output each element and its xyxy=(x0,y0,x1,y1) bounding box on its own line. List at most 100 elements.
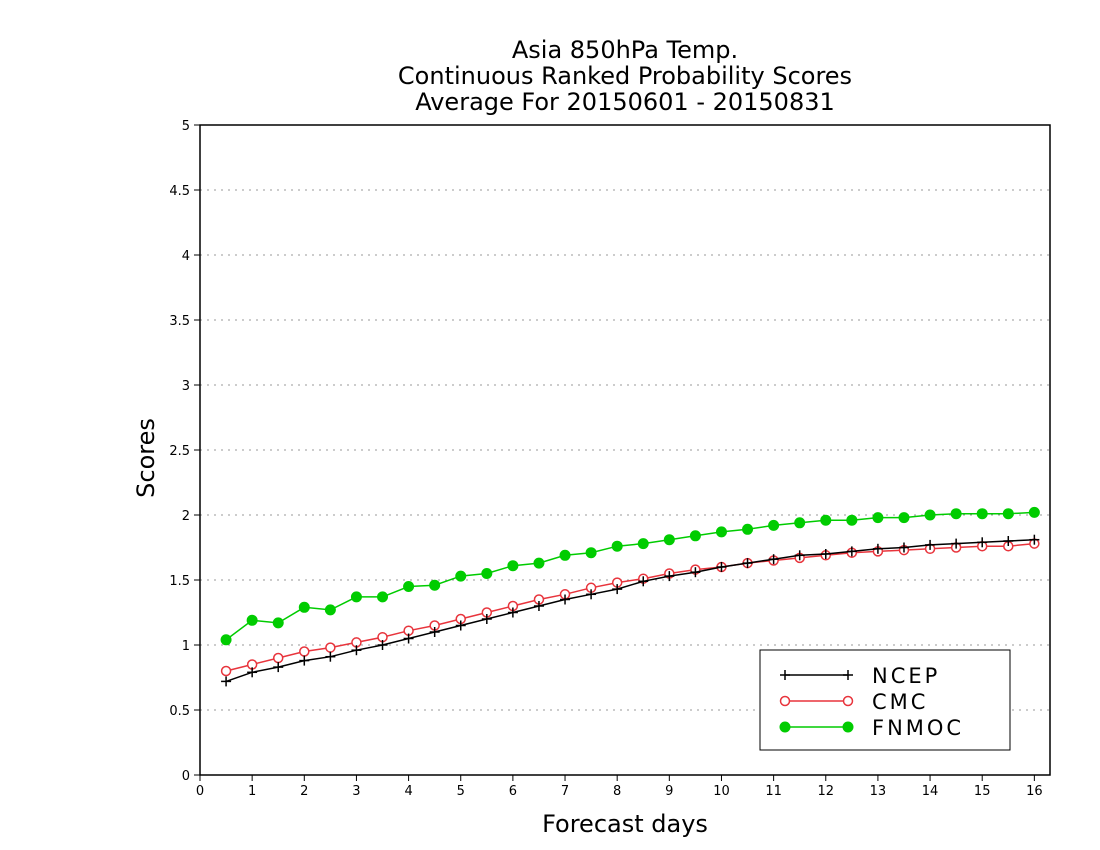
data-point-fnmoc xyxy=(872,512,884,524)
y-tick-label: 5 xyxy=(182,119,190,134)
y-tick-label: 1.5 xyxy=(169,574,190,589)
data-point-fnmoc xyxy=(846,514,858,526)
data-point-fnmoc xyxy=(220,634,232,646)
x-tick-label: 11 xyxy=(765,784,782,799)
data-point-ncep xyxy=(638,576,649,587)
data-point-fnmoc xyxy=(1028,506,1040,518)
data-point-fnmoc xyxy=(403,581,415,592)
chart-title-line-3: Average For 20150601 - 20150831 xyxy=(415,88,835,116)
data-point-ncep xyxy=(664,571,675,582)
x-tick-label: 7 xyxy=(561,784,569,799)
data-point-ncep xyxy=(273,662,284,673)
y-tick-label: 2.5 xyxy=(169,444,190,459)
data-point-fnmoc xyxy=(715,526,727,538)
chart-title: Asia 850hPa Temp. Continuous Ranked Prob… xyxy=(398,36,852,116)
data-point-ncep xyxy=(951,538,962,549)
legend-marker-ncep xyxy=(843,670,853,680)
data-point-ncep xyxy=(742,558,753,569)
data-point-fnmoc xyxy=(429,579,441,591)
data-point-fnmoc xyxy=(820,514,832,526)
data-point-fnmoc xyxy=(298,601,310,613)
x-tick-label: 9 xyxy=(665,784,673,799)
data-point-ncep xyxy=(1003,536,1014,546)
legend-item-ncep: NCEP xyxy=(780,664,940,688)
y-tick-label: 3.5 xyxy=(169,314,190,329)
data-point-ncep xyxy=(820,549,831,559)
y-tick-label: 4.5 xyxy=(169,184,190,199)
series-line-fnmoc xyxy=(225,511,1035,641)
legend-marker-ncep xyxy=(780,670,790,680)
x-tick-label: 5 xyxy=(457,784,465,799)
legend-box xyxy=(759,649,1011,751)
chart-title-line-2: Continuous Ranked Probability Scores xyxy=(398,62,852,90)
legend-marker-cmc xyxy=(779,695,791,707)
x-tick-label: 12 xyxy=(817,784,834,799)
data-point-fnmoc xyxy=(246,614,258,626)
x-tick-label: 0 xyxy=(196,784,204,799)
data-point-fnmoc xyxy=(611,540,623,552)
data-point-ncep xyxy=(351,645,362,656)
x-tick-label: 8 xyxy=(613,784,621,799)
data-point-ncep xyxy=(716,562,727,572)
data-point-ncep xyxy=(768,554,779,565)
x-tick-label: 2 xyxy=(300,784,308,799)
data-point-ncep xyxy=(977,537,988,548)
data-point-fnmoc xyxy=(637,538,649,550)
data-point-fnmoc xyxy=(898,512,910,524)
data-point-ncep xyxy=(221,676,232,687)
data-point-ncep xyxy=(560,594,571,605)
legend-marker-fnmoc xyxy=(779,721,791,733)
series-fnmoc xyxy=(220,506,1040,646)
data-point-ncep xyxy=(533,601,544,611)
y-tick-label: 0.5 xyxy=(169,704,190,719)
series-layer xyxy=(220,506,1040,687)
x-tick-label: 6 xyxy=(509,784,517,799)
x-tick-label: 15 xyxy=(974,784,991,799)
x-tick-label: 13 xyxy=(870,784,887,799)
y-axis-label: Scores xyxy=(132,418,160,498)
data-point-ncep xyxy=(299,655,310,666)
x-tick-label: 10 xyxy=(713,784,730,799)
data-point-ncep xyxy=(247,667,258,678)
data-point-ncep xyxy=(377,640,388,650)
y-tick-label: 0 xyxy=(182,769,190,784)
data-point-fnmoc xyxy=(559,549,571,561)
data-point-fnmoc xyxy=(976,508,988,520)
data-point-fnmoc xyxy=(507,560,519,572)
chart-title-line-1: Asia 850hPa Temp. xyxy=(512,36,738,64)
x-tick-label: 14 xyxy=(922,784,939,799)
data-point-fnmoc xyxy=(794,517,806,529)
data-point-cmc xyxy=(299,646,310,657)
y-tick-label: 1 xyxy=(182,639,190,654)
data-point-ncep xyxy=(325,651,336,662)
data-point-ncep xyxy=(507,607,518,618)
y-tick-label: 2 xyxy=(182,509,190,524)
data-point-ncep xyxy=(846,546,857,557)
data-point-fnmoc xyxy=(377,591,389,603)
legend-label-fnmoc: FNMOC xyxy=(872,716,964,740)
data-point-fnmoc xyxy=(585,547,597,559)
x-tick-label: 3 xyxy=(352,784,360,799)
legend-label-cmc: CMC xyxy=(872,690,928,714)
data-point-cmc xyxy=(220,665,232,677)
gridlines xyxy=(200,124,1050,711)
data-point-ncep xyxy=(925,539,936,550)
legend-marker-cmc xyxy=(842,695,854,707)
data-point-fnmoc xyxy=(950,508,962,520)
data-point-ncep xyxy=(429,627,440,637)
data-point-fnmoc xyxy=(742,523,754,535)
legend-item-fnmoc: FNMOC xyxy=(779,716,964,740)
data-point-ncep xyxy=(612,584,623,595)
data-point-ncep xyxy=(455,620,466,631)
data-point-fnmoc xyxy=(481,568,493,579)
legend-label-ncep: NCEP xyxy=(872,664,940,688)
x-tick-label: 1 xyxy=(248,784,256,799)
data-point-ncep xyxy=(586,589,597,600)
x-axis-label: Forecast days xyxy=(542,810,708,838)
data-point-fnmoc xyxy=(455,570,467,582)
data-point-fnmoc xyxy=(1002,508,1014,520)
data-point-fnmoc xyxy=(663,534,675,546)
